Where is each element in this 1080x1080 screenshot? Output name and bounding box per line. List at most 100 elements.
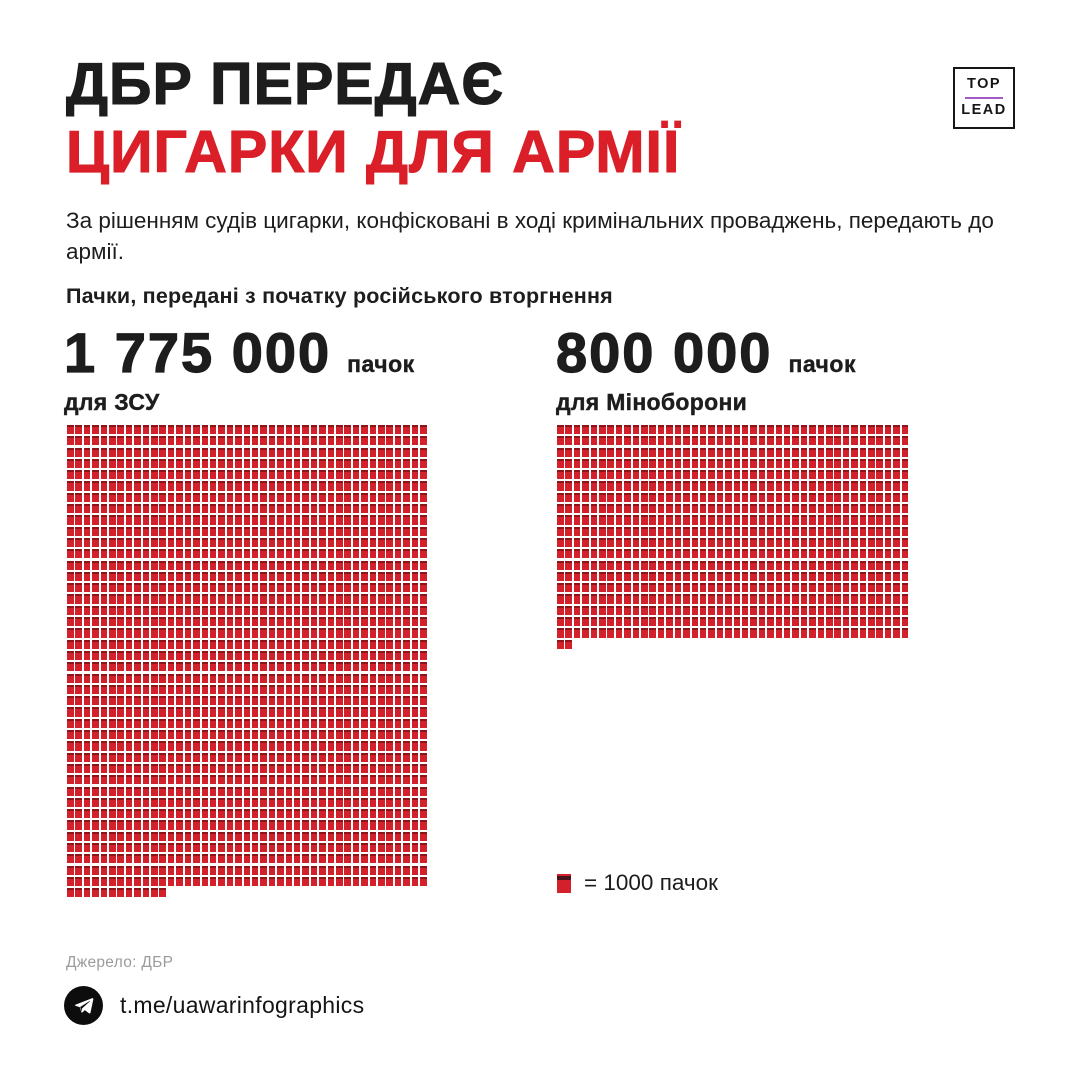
waffle-cell	[117, 809, 124, 819]
waffle-cell	[67, 775, 74, 785]
waffle-cell	[75, 797, 82, 807]
waffle-cell	[142, 481, 150, 491]
waffle-cell	[590, 605, 598, 615]
waffle-cell	[293, 842, 301, 853]
waffle-cell	[167, 662, 175, 672]
waffle-cell	[193, 752, 200, 762]
waffle-cell	[783, 571, 791, 582]
waffle-cell	[151, 650, 158, 661]
waffle-cell	[75, 470, 82, 480]
waffle-cell	[369, 684, 377, 695]
waffle-cell	[590, 470, 598, 480]
waffle-cell	[369, 470, 377, 480]
waffle-cell	[361, 470, 368, 480]
waffle-cell	[235, 797, 242, 807]
waffle-cell	[615, 481, 623, 491]
waffle-cell	[411, 436, 419, 446]
waffle-cell	[159, 594, 166, 604]
waffle-cell	[386, 650, 393, 661]
waffle-cell	[310, 730, 318, 740]
waffle-cell	[277, 718, 284, 728]
waffle-cell	[218, 797, 225, 807]
waffle-cell	[184, 673, 192, 683]
waffle-cell	[201, 865, 208, 875]
waffle-cell	[725, 470, 732, 480]
waffle-cell	[683, 560, 690, 570]
waffle-cell	[226, 617, 234, 627]
waffle-cell	[75, 504, 82, 514]
waffle-cell	[235, 865, 242, 875]
waffle-cell	[100, 876, 108, 887]
waffle-cell	[209, 515, 217, 525]
waffle-cell	[859, 470, 867, 480]
waffle-cell	[420, 447, 427, 457]
waffle-cell	[394, 684, 402, 695]
waffle-cell	[109, 696, 116, 706]
waffle-cell	[218, 752, 225, 762]
waffle-cell	[674, 617, 682, 627]
waffle-cell	[151, 515, 158, 525]
waffle-cell	[176, 583, 183, 593]
waffle-cell	[868, 605, 875, 615]
waffle-cell	[649, 549, 656, 559]
waffle-cell	[83, 515, 91, 525]
waffle-cell	[117, 481, 124, 491]
waffle-cell	[741, 492, 749, 502]
waffle-cell	[775, 537, 783, 548]
telegram-handle[interactable]: t.me/uawarinfographics	[120, 992, 365, 1018]
waffle-cell	[193, 425, 200, 435]
waffle-cell	[851, 481, 858, 491]
waffle-cell	[268, 696, 276, 706]
waffle-cell	[666, 560, 673, 570]
waffle-cell	[632, 492, 640, 502]
waffle-cell	[293, 481, 301, 491]
waffle-cell	[218, 515, 225, 525]
waffle-cell	[394, 786, 402, 796]
waffle-cell	[884, 458, 892, 469]
waffle-cell	[411, 560, 419, 570]
waffle-cell	[209, 763, 217, 774]
telegram-link[interactable]: t.me/uawarinfographics	[64, 986, 364, 1025]
waffle-cell	[361, 515, 368, 525]
waffle-cell	[251, 549, 259, 559]
waffle-cell	[582, 571, 589, 582]
waffle-cell	[201, 809, 208, 819]
waffle-cell	[809, 549, 816, 559]
waffle-cell	[344, 876, 351, 887]
waffle-cell	[336, 662, 343, 672]
waffle-cell	[201, 650, 208, 661]
waffle-cell	[310, 809, 318, 819]
waffle-cell	[251, 876, 259, 887]
waffle-cell	[361, 583, 368, 593]
waffle-cell	[582, 515, 589, 525]
waffle-cell	[125, 820, 133, 830]
waffle-cell	[403, 876, 410, 887]
waffle-cell	[92, 786, 99, 796]
waffle-cell	[251, 583, 259, 593]
waffle-cell	[767, 605, 774, 615]
waffle-cell	[624, 492, 631, 502]
waffle-cell	[92, 741, 99, 751]
waffle-cell	[683, 617, 690, 627]
waffle-cell	[285, 684, 293, 695]
waffle-cell	[716, 458, 724, 469]
waffle-cell	[100, 752, 108, 762]
waffle-cell	[394, 775, 402, 785]
waffle-cell	[394, 526, 402, 536]
waffle-cell	[319, 842, 326, 853]
waffle-cell	[67, 809, 74, 819]
waffle-cell	[167, 707, 175, 717]
waffle-cell	[243, 447, 251, 457]
waffle-cell	[674, 605, 682, 615]
waffle-cell	[142, 662, 150, 672]
waffle-cell	[184, 741, 192, 751]
waffle-cell	[336, 470, 343, 480]
waffle-cell	[893, 549, 900, 559]
waffle-cell	[826, 560, 833, 570]
waffle-cell	[369, 537, 377, 548]
waffle-cell	[851, 537, 858, 548]
waffle-cell	[319, 786, 326, 796]
waffle-cell	[336, 639, 343, 649]
waffle-cell	[691, 436, 698, 446]
waffle-cell	[92, 888, 99, 898]
